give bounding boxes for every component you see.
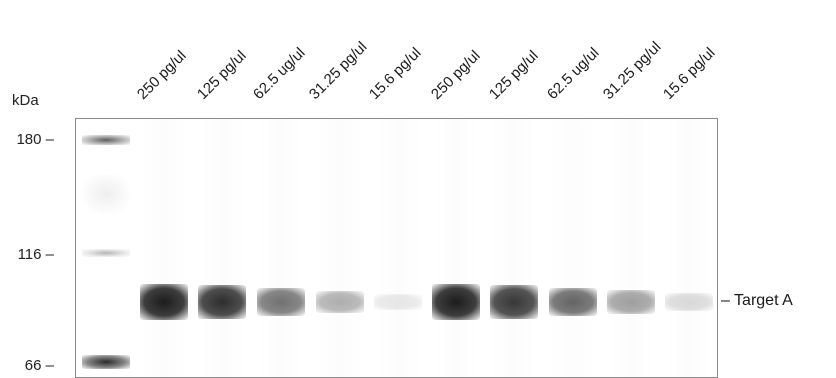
sample-lane [140, 119, 188, 377]
lane-label: 62.5 ug/ul [249, 44, 309, 103]
sample-lane [549, 119, 597, 377]
ladder-band-180 [82, 135, 130, 145]
lane-label: 250 pg/ul [133, 47, 190, 103]
target-band [432, 284, 480, 320]
mw-marker-label: 116 – [17, 246, 54, 263]
target-band [257, 288, 305, 316]
kda-axis-title: kDa [12, 92, 39, 109]
target-band [549, 287, 597, 317]
mw-marker-label: 180 – [16, 131, 54, 148]
sample-lane [316, 119, 364, 377]
target-band [665, 293, 713, 311]
ladder-band-116 [82, 249, 130, 257]
lane-label: 125 pg/ul [193, 47, 250, 103]
ladder-lane [82, 119, 130, 377]
target-label: – Target A [721, 292, 793, 309]
lane-label: 31.25 pg/ul [599, 38, 665, 103]
target-band [198, 284, 246, 320]
target-band [374, 293, 422, 311]
sample-lane [490, 119, 538, 377]
lane-label: 15.6 pg/ul [659, 44, 719, 103]
lane-label: 31.25 pg/ul [305, 38, 371, 103]
ladder-band-faint [82, 174, 130, 214]
target-band [607, 290, 655, 314]
blot-image [75, 118, 718, 378]
ladder-band-66 [82, 355, 130, 369]
lane-label: 15.6 pg/ul [365, 44, 425, 103]
sample-lane [665, 119, 713, 377]
lane-label: 62.5 ug/ul [543, 44, 603, 103]
sample-lane [257, 119, 305, 377]
sample-lane [198, 119, 246, 377]
target-band [316, 291, 364, 313]
mw-marker-label: 66 – [24, 357, 54, 374]
sample-lane [374, 119, 422, 377]
lane-label: 250 pg/ul [427, 47, 484, 103]
sample-lane [607, 119, 655, 377]
sample-lane [432, 119, 480, 377]
lane-label: 125 pg/ul [485, 47, 542, 103]
target-band [140, 284, 188, 320]
target-band [490, 285, 538, 319]
